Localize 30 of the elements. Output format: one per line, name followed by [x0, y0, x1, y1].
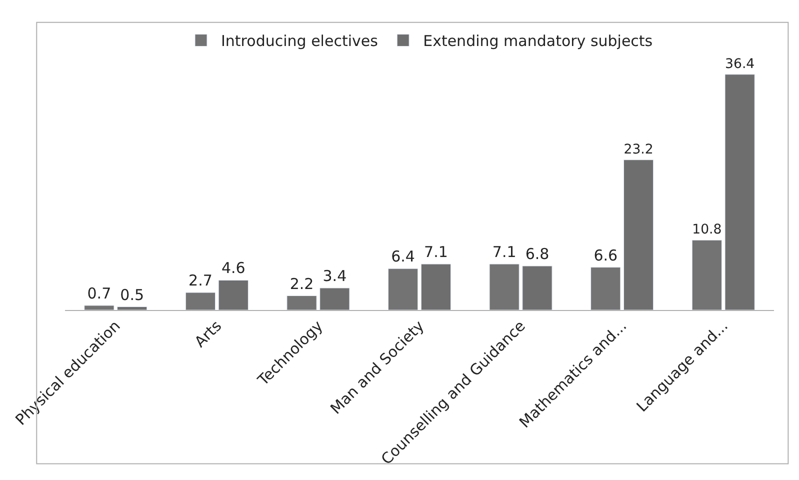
bar: [84, 305, 114, 310]
data-label: 7.1: [424, 243, 448, 262]
data-label: 10.8: [692, 222, 722, 238]
bar: [489, 264, 520, 310]
bar: [522, 266, 552, 310]
data-label: 23.2: [624, 142, 654, 158]
data-label: 6.8: [525, 244, 550, 263]
bar: [692, 240, 722, 310]
legend-label: Introducing electives: [221, 32, 378, 50]
bar: [724, 74, 755, 310]
data-label: 2.2: [290, 274, 314, 293]
bar: [623, 160, 654, 310]
legend-label: Extending mandatory subjects: [423, 32, 653, 50]
bar: [117, 306, 148, 310]
data-label: 0.7: [87, 284, 112, 302]
bar: [420, 264, 452, 310]
data-label: 3.4: [322, 266, 347, 285]
data-label: 36.4: [725, 56, 755, 72]
data-label: 7.1: [492, 243, 516, 262]
data-label: 6.4: [391, 248, 415, 266]
bar: [590, 267, 621, 310]
data-label: 4.6: [221, 259, 246, 278]
bar: [286, 296, 317, 310]
bar: [320, 288, 350, 310]
bar: [185, 292, 216, 310]
bar: [388, 268, 418, 310]
bar: [218, 280, 248, 310]
data-label: 0.5: [120, 286, 144, 304]
data-label: 2.7: [188, 272, 212, 290]
data-label: 6.6: [594, 246, 618, 264]
